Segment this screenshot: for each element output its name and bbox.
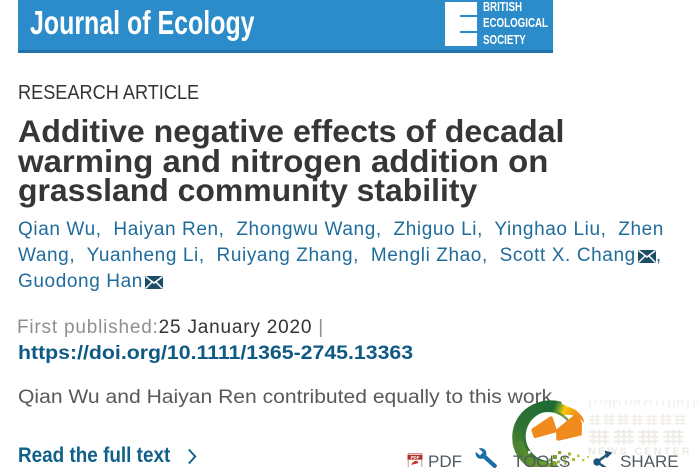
svg-text:NEWS CENTER: NEWS CENTER (588, 446, 692, 458)
svg-text:PDF: PDF (411, 455, 420, 460)
